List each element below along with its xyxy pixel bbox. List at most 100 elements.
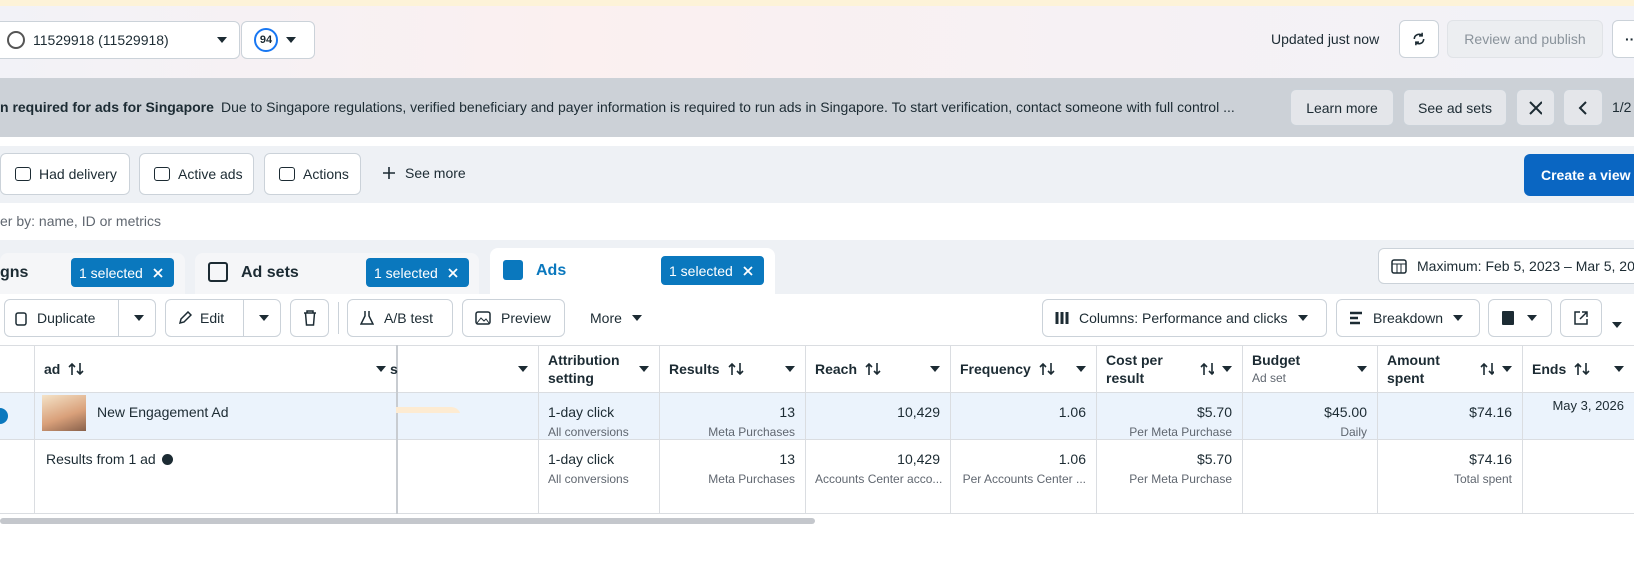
clear-selection[interactable]: [448, 265, 458, 281]
header-title: s: [390, 361, 398, 377]
table-cell: 1.06 Per Accounts Center ...: [950, 440, 1096, 498]
see-more[interactable]: See more: [383, 165, 466, 181]
prev-button[interactable]: [1563, 89, 1603, 126]
see-ad-sets-button[interactable]: See ad sets: [1403, 89, 1507, 126]
column-divider: [34, 345, 35, 514]
export-icon: [1574, 311, 1588, 325]
sort-icon[interactable]: [865, 362, 881, 376]
refresh-button[interactable]: [1399, 20, 1439, 58]
header-title: Ends: [1532, 361, 1567, 377]
header-title: Attribution setting: [548, 352, 620, 386]
header-text: Amount spent: [1387, 351, 1472, 387]
clear-selection[interactable]: [743, 263, 753, 279]
header-sub: Ad set: [1252, 371, 1287, 385]
edit-button[interactable]: Edit: [165, 299, 281, 337]
column-header[interactable]: ad: [34, 346, 396, 392]
info-icon[interactable]: [161, 454, 173, 465]
learn-more-button[interactable]: Learn more: [1290, 89, 1394, 126]
header-text: Frequency: [960, 360, 1031, 378]
column-header[interactable]: Budget Ad set: [1242, 346, 1377, 392]
column-header[interactable]: Frequency: [950, 346, 1096, 392]
selected-pill[interactable]: 1 selected: [366, 258, 469, 287]
preview-button[interactable]: Preview: [462, 299, 565, 337]
tab-label: Ad sets: [241, 264, 299, 281]
table-cell: $74.16 Total spent: [1377, 440, 1522, 498]
review-publish-button[interactable]: Review and publish: [1447, 20, 1603, 58]
breakdown-button[interactable]: Breakdown: [1336, 299, 1480, 337]
header-text: s: [390, 360, 398, 378]
column-header[interactable]: Cost per result: [1096, 346, 1242, 392]
row-checkbox[interactable]: [0, 408, 8, 424]
edit-label: Edit: [200, 310, 225, 326]
filter-chip[interactable]: Had delivery: [0, 153, 130, 195]
caret: [1076, 366, 1086, 372]
column-header[interactable]: Ends: [1522, 346, 1634, 392]
account-selector[interactable]: 11529918 (11529918): [0, 21, 240, 59]
header-text: Cost per result: [1106, 351, 1192, 387]
column-divider: [659, 345, 660, 514]
column-divider: [1242, 345, 1243, 514]
sort-icon[interactable]: [1574, 362, 1590, 376]
search-input[interactable]: er by: name, ID or metrics: [0, 213, 162, 229]
column-header[interactable]: Amount spent: [1377, 346, 1522, 392]
column-header[interactable]: Attribution setting: [538, 346, 659, 392]
sort-icon[interactable]: [1480, 362, 1494, 376]
header-text: ad: [44, 360, 60, 378]
chip-icon: [15, 167, 31, 181]
reports-icon: [1502, 311, 1514, 325]
preview-label: Preview: [501, 310, 551, 326]
table-cell: May 3, 2026: [1522, 393, 1634, 425]
sort-icon[interactable]: [68, 362, 84, 376]
columns-button[interactable]: Columns: Performance and clicks: [1042, 299, 1327, 337]
reports-button[interactable]: [1488, 299, 1552, 337]
clear-selection[interactable]: [153, 265, 163, 281]
ad-thumbnail: [42, 395, 86, 431]
chip-label: Had delivery: [39, 166, 117, 182]
preview-icon: [475, 311, 491, 325]
date-range[interactable]: Maximum: Feb 5, 2023 – Mar 5, 20: [1378, 248, 1634, 284]
filter-chip[interactable]: Actions: [264, 153, 361, 195]
create-view-button[interactable]: Create a view: [1524, 154, 1634, 196]
header-text: Reach: [815, 360, 857, 378]
banner-pager: 1/2: [1612, 99, 1632, 115]
table-cell: $74.16: [1377, 393, 1522, 431]
caret: [376, 366, 386, 372]
more-button[interactable]: ··: [1612, 20, 1634, 58]
table-cell: 1-day click All conversions: [538, 440, 659, 498]
column-header[interactable]: s: [390, 346, 538, 392]
column-header[interactable]: Results: [659, 346, 805, 392]
column-header[interactable]: Reach: [805, 346, 950, 392]
selected-pill[interactable]: 1 selected: [661, 256, 764, 285]
score-button[interactable]: 94: [241, 21, 315, 59]
export-button[interactable]: [1560, 299, 1602, 337]
caret: [1297, 315, 1308, 321]
scrollbar[interactable]: [0, 518, 815, 524]
selected-pill[interactable]: 1 selected: [71, 258, 174, 287]
edit-menu[interactable]: [243, 300, 283, 336]
sort-icon[interactable]: [1200, 362, 1214, 376]
cell-sub: Per Meta Purchase: [1129, 472, 1232, 486]
ab-test-button[interactable]: A/B test: [347, 299, 453, 337]
chip-label: Actions: [303, 166, 349, 182]
sort-icon[interactable]: [1039, 362, 1055, 376]
close-banner-button[interactable]: [1516, 89, 1555, 126]
delete-button[interactable]: [290, 299, 329, 337]
more-label: More: [590, 310, 622, 326]
filter-chip[interactable]: Active ads: [139, 153, 254, 195]
header-title: ad: [44, 361, 61, 377]
caret: [1357, 366, 1367, 372]
summary-row: [0, 440, 1634, 514]
table-cell: set warning: [396, 393, 538, 413]
caret: [785, 366, 795, 372]
duplicate-menu[interactable]: [118, 300, 158, 336]
more-menu[interactable]: More: [590, 310, 642, 326]
sort-icon[interactable]: [728, 362, 744, 376]
caret: [217, 37, 227, 43]
export-menu[interactable]: [1612, 315, 1622, 331]
duplicate-button[interactable]: Duplicate: [4, 299, 156, 337]
cell-value: 10,429: [897, 404, 940, 420]
caret: [631, 315, 642, 321]
divider: [338, 302, 339, 334]
tab-label: Ads: [536, 262, 567, 279]
